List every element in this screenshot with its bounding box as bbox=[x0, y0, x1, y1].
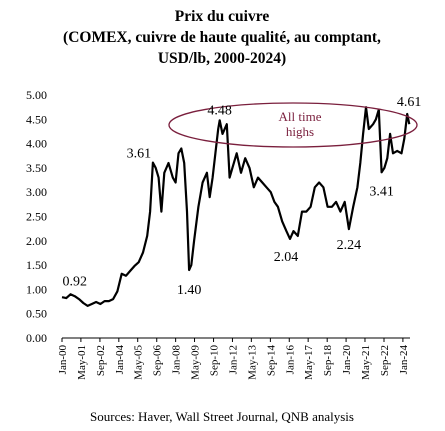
y-tick-label: 5.00 bbox=[26, 88, 47, 102]
y-tick-label: 1.00 bbox=[26, 282, 47, 296]
data-label: 1.40 bbox=[177, 283, 202, 298]
x-tick-label: Sep-02 bbox=[95, 345, 107, 376]
chart-title: Prix du cuivre (COMEX, cuivre de haute qu… bbox=[63, 8, 381, 67]
y-tick-label: 2.50 bbox=[26, 210, 47, 224]
data-label: 3.41 bbox=[369, 184, 394, 199]
x-tick-label: May-21 bbox=[360, 345, 372, 380]
x-tick-label: Sep-06 bbox=[152, 345, 164, 377]
all-time-highs-ellipse bbox=[168, 102, 418, 148]
y-tick-label: 4.00 bbox=[26, 137, 47, 151]
y-tick-label: 3.50 bbox=[26, 161, 47, 175]
data-label: 0.92 bbox=[63, 274, 88, 289]
x-tick-label: Sep-10 bbox=[209, 345, 221, 377]
x-tick-label: Sep-14 bbox=[265, 345, 277, 377]
y-tick-label: 0.50 bbox=[26, 307, 47, 321]
ellipse-label: highs bbox=[286, 124, 314, 139]
x-tick-label: Jan-04 bbox=[114, 345, 126, 375]
chart-title-line: USD/lb, 2000-2024) bbox=[158, 50, 286, 67]
y-tick-label: 1.50 bbox=[26, 258, 47, 272]
x-tick-label: Sep-22 bbox=[379, 345, 391, 376]
x-tick-label: Jan-08 bbox=[171, 345, 183, 375]
x-tick-label: Jan-12 bbox=[227, 345, 239, 374]
chart-title-line: (COMEX, cuivre de haute qualité, au comp… bbox=[63, 29, 381, 46]
x-tick-label: May-13 bbox=[246, 345, 258, 380]
chart-title-line: Prix du cuivre bbox=[175, 8, 270, 25]
data-label: 2.24 bbox=[337, 238, 362, 253]
copper-price-line bbox=[61, 106, 411, 307]
data-label: 2.04 bbox=[274, 250, 299, 265]
x-tick-label: Sep-18 bbox=[322, 345, 334, 377]
x-tick-label: May-05 bbox=[133, 345, 145, 380]
x-tick-label: May-17 bbox=[303, 345, 315, 380]
x-tick-label: Jan-20 bbox=[341, 345, 353, 375]
x-tick-label: Jan-16 bbox=[284, 345, 296, 375]
x-axis: Jan-00 May-01 Sep-02 Jan-04 May-05 Sep-06 Jan-… bbox=[57, 337, 410, 380]
series bbox=[61, 106, 411, 307]
x-tick-label: Jan-24 bbox=[398, 345, 410, 375]
data-labels: 0.92 3.61 1.40 4.48 2.04 2.24 3.41 4.61 bbox=[63, 95, 422, 298]
data-label: 3.61 bbox=[127, 147, 152, 162]
y-tick-label: 0.00 bbox=[26, 331, 47, 345]
y-tick-label: 2.00 bbox=[26, 234, 47, 248]
ellipse-label: All time bbox=[279, 109, 322, 124]
y-tick-label: 4.50 bbox=[26, 112, 47, 126]
x-tick-label: May-01 bbox=[76, 345, 88, 380]
x-tick-label: Jan-00 bbox=[57, 345, 69, 375]
y-axis: 0.00 0.50 1.00 1.50 2.00 2.50 3.00 3.50 4.00 4.50… bbox=[26, 88, 47, 345]
data-label: 4.48 bbox=[207, 103, 232, 118]
y-tick-label: 3.00 bbox=[26, 185, 47, 199]
x-tick-label: May-09 bbox=[190, 345, 202, 380]
data-label: 4.61 bbox=[397, 95, 422, 110]
source-note: Sources: Haver, Wall Street Journal, QNB… bbox=[90, 409, 354, 424]
